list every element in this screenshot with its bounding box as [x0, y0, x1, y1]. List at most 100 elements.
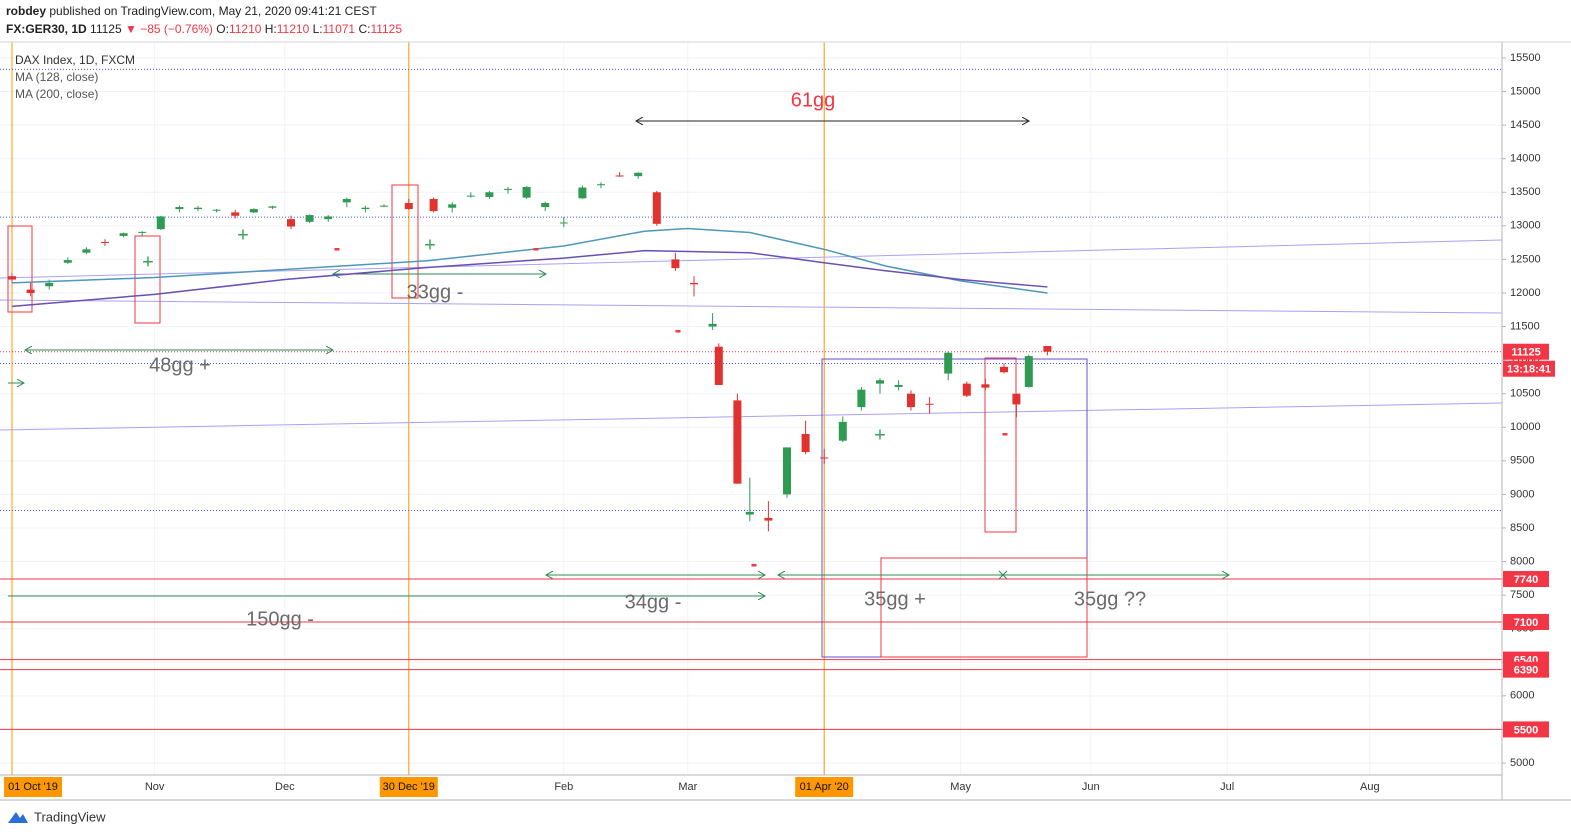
price-tag-label: 11125 — [1511, 347, 1540, 359]
annotation: 150gg - — [246, 608, 314, 630]
candle-body — [156, 216, 165, 230]
ohlc-label: O: — [216, 22, 229, 36]
price-tag-label: 5500 — [1514, 724, 1538, 736]
symbol-line: FX:GER30, 1D 11125 ▼ −85 (−0.76%) O: 1121… — [6, 22, 402, 36]
last: 11125 — [90, 22, 122, 36]
candle-body — [429, 198, 438, 212]
drawings — [7, 121, 1229, 658]
minus-marker: - — [334, 237, 341, 259]
published: published on TradingView.com, May 21, 20… — [49, 4, 377, 18]
y-tick-label: 14000 — [1510, 153, 1541, 165]
legend-entry: MA (128, close) — [15, 70, 98, 84]
logo — [8, 812, 28, 823]
candle-body — [783, 447, 791, 495]
candle-body — [559, 222, 568, 224]
candle-body — [175, 207, 184, 210]
price-tag-label: 7740 — [1514, 574, 1538, 586]
minus-marker: - — [1002, 422, 1009, 444]
x-tick-label: Mar — [678, 781, 697, 793]
price-tag — [1503, 721, 1549, 738]
price-tag — [1503, 571, 1549, 588]
candle-body — [194, 207, 202, 210]
candle-body — [981, 384, 990, 388]
plus-marker: + — [237, 224, 249, 246]
header-line: robdey published on TradingView.com, May… — [6, 4, 377, 18]
candle-body — [578, 187, 587, 199]
x-tick-label: Dec — [275, 781, 295, 793]
candle-body — [541, 203, 550, 208]
plus-marker: + — [142, 251, 154, 273]
footer: TradingView — [8, 809, 106, 824]
symbol: FX:GER30, 1D — [6, 22, 87, 36]
candle-body — [101, 241, 109, 243]
ohlc-label: L: — [312, 22, 323, 36]
x-tick-highlight — [4, 777, 62, 797]
x-tick-highlight — [379, 777, 438, 797]
candle-body — [745, 511, 754, 515]
candle-body — [380, 205, 388, 207]
price-tag — [1503, 661, 1549, 678]
candle-body — [714, 346, 723, 385]
trendlines — [0, 239, 1503, 431]
y-tick-label: 13000 — [1510, 220, 1541, 232]
candle-body — [1024, 356, 1033, 387]
ohlc-value: 11071 — [322, 22, 356, 36]
ma-line — [11, 249, 1048, 308]
annotations: 61gg 33gg - 48gg + 34gg - 150gg - 35gg +… — [142, 89, 1146, 630]
candle-body — [119, 233, 128, 236]
minus-marker: - — [675, 319, 682, 341]
y-tick-label: 12500 — [1510, 253, 1541, 265]
y-tick-label: 14500 — [1510, 119, 1541, 131]
x-tick-label: 30 Dec '19 — [383, 781, 435, 793]
candle-body — [26, 289, 35, 293]
candle-body — [249, 209, 258, 213]
candle-body — [615, 175, 624, 177]
y-tick-label: 8500 — [1510, 522, 1534, 534]
legend-entry: MA (200, close) — [15, 87, 98, 101]
candle-body — [1012, 393, 1021, 405]
candle-body — [894, 384, 903, 387]
candle-body — [138, 231, 147, 233]
y-tick-label: 10500 — [1510, 388, 1541, 400]
countdown-box — [1503, 360, 1555, 377]
x-tick-highlight — [795, 777, 854, 797]
candle-body — [764, 517, 773, 521]
candle-body — [82, 249, 91, 253]
x-tick-label: Nov — [145, 781, 165, 793]
annotation: 34gg - — [625, 591, 682, 613]
y-tick-label: 15500 — [1510, 52, 1541, 64]
trendline — [0, 402, 1503, 431]
ma-line — [11, 227, 1048, 294]
y-tick-label: 6000 — [1510, 690, 1534, 702]
candle-body — [857, 389, 866, 408]
x-tick-label: 01 Oct '19 — [8, 781, 58, 793]
candle-body — [820, 457, 829, 459]
y-tick-label: 7500 — [1510, 589, 1534, 601]
candle-body — [944, 352, 953, 374]
price-tag-label: 7100 — [1514, 617, 1538, 629]
candle-body — [504, 188, 512, 190]
candle-body — [597, 184, 605, 186]
trendline — [0, 299, 1503, 314]
box — [984, 357, 1017, 533]
x-tick-label: Aug — [1360, 781, 1380, 793]
candle-body — [448, 204, 457, 208]
candle-body — [8, 276, 16, 280]
candle-body — [466, 195, 475, 197]
candle-body — [522, 186, 531, 198]
ohlc-value: 11210 — [276, 22, 310, 36]
candle-body — [634, 172, 643, 177]
candle-body — [907, 393, 915, 408]
candle-body — [1043, 346, 1052, 352]
candle-body — [287, 219, 295, 227]
box — [391, 184, 419, 299]
candle-body — [690, 282, 698, 285]
candle-body — [305, 215, 314, 222]
minus-marker: - — [751, 553, 758, 575]
candle-body — [876, 380, 884, 384]
change: ▼ −85 (−0.76%) — [124, 22, 213, 36]
candle-body — [925, 403, 934, 405]
minus-marker: - — [533, 237, 540, 259]
candle-body — [324, 216, 333, 220]
